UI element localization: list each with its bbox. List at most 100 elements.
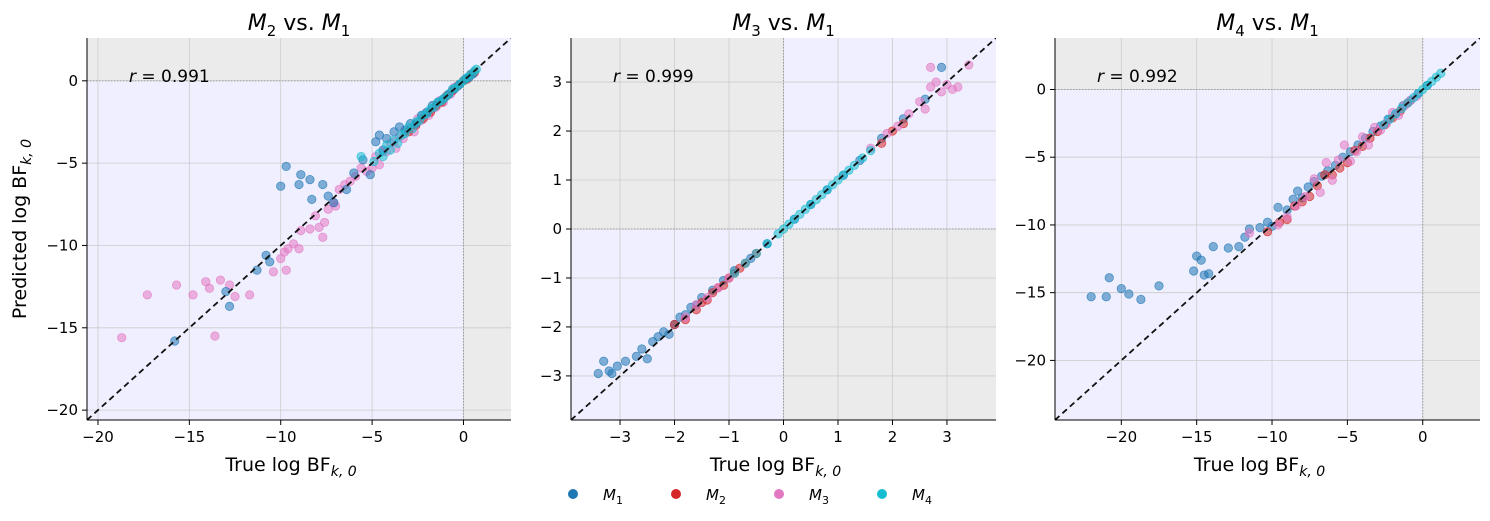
legend-item: M2 [671, 486, 726, 507]
data-point [307, 194, 317, 204]
data-point [1208, 242, 1218, 252]
x-tick-label: 0 [1418, 428, 1428, 446]
data-point [319, 217, 330, 228]
y-axis-label: Predicted log BFk, 0 [9, 139, 35, 319]
data-point [329, 198, 339, 208]
data-point [265, 257, 275, 267]
correlation-label: r = 0.999 [613, 67, 694, 87]
data-point [310, 211, 321, 221]
y-tick-label: −20 [46, 401, 78, 419]
x-axis-label: True log BFk, 0 [1193, 454, 1325, 480]
data-point [204, 283, 215, 293]
data-point [1189, 266, 1199, 276]
data-point [920, 104, 930, 114]
data-point [349, 168, 359, 178]
correlation-label: r = 0.992 [1097, 67, 1178, 87]
y-tick-label: −15 [46, 319, 78, 337]
data-point [953, 82, 963, 92]
data-point [281, 265, 291, 275]
data-point [1104, 273, 1114, 283]
data-point [1300, 191, 1310, 202]
data-point [323, 191, 333, 201]
data-point [1204, 269, 1214, 279]
y-tick-label: −20 [1014, 351, 1046, 369]
data-point [691, 300, 701, 310]
data-point [171, 280, 182, 290]
panel-3: −20 −15 −10 −5 0 −20 −15 −10 −5 0 r = 0.992 M4 vs. … [1014, 11, 1480, 480]
x-tick-label: 0 [459, 428, 469, 446]
data-point [1345, 156, 1355, 166]
x-tick-label: −15 [1181, 428, 1213, 446]
x-tick-label: −1 [718, 428, 740, 446]
x-tick-label: −10 [1256, 428, 1288, 446]
data-point [296, 170, 306, 180]
identity-line [571, 38, 996, 420]
data-point [365, 170, 375, 180]
data-point [1291, 201, 1301, 211]
data-point [1136, 294, 1146, 305]
data-point [1223, 243, 1233, 253]
data-point [215, 275, 226, 285]
data-point [669, 319, 680, 330]
y-tick-label: −3 [540, 367, 562, 385]
x-tick-label: −20 [1105, 428, 1137, 446]
data-point [318, 232, 328, 242]
data-point [904, 109, 914, 119]
data-point [1327, 175, 1337, 185]
data-point [1086, 292, 1096, 302]
y-tick-label: −5 [1024, 148, 1046, 166]
region-disagree [571, 38, 784, 229]
data-point [268, 267, 279, 277]
legend-item: M3 [774, 486, 829, 507]
x-tick-label: −5 [1336, 428, 1358, 446]
data-point [612, 361, 622, 371]
data-point [620, 356, 631, 366]
legend-item: M1 [568, 486, 623, 507]
data-point [245, 290, 255, 300]
data-point [1273, 220, 1283, 230]
legend-marker [774, 489, 784, 499]
legend-marker [568, 489, 578, 499]
data-point [1116, 284, 1126, 294]
y-tick-label: −15 [1014, 284, 1046, 302]
y-tick-label: 3 [552, 73, 562, 91]
legend-marker [671, 489, 681, 499]
data-point [882, 128, 892, 139]
data-point [117, 333, 127, 343]
data-point [210, 331, 220, 341]
data-point [593, 368, 603, 379]
data-point [599, 356, 609, 366]
data-point [356, 151, 366, 162]
data-point [936, 62, 947, 72]
y-tick-label: 2 [552, 122, 562, 140]
x-tick-label: 2 [888, 428, 898, 446]
y-tick-label: −1 [540, 269, 562, 287]
data-point [1309, 174, 1319, 184]
y-tick-label: 0 [68, 72, 78, 90]
data-point [1101, 292, 1111, 302]
correlation-label: r = 0.991 [129, 67, 210, 87]
data-point [876, 138, 887, 148]
data-point [276, 181, 286, 191]
region-disagree [1422, 89, 1480, 420]
y-tick-label: 0 [1036, 80, 1046, 98]
panel-title: M2 vs. M1 [248, 11, 351, 40]
x-tick-label: −3 [609, 428, 631, 446]
data-point [1196, 255, 1206, 265]
data-point [1333, 155, 1343, 165]
data-point [1255, 223, 1265, 233]
x-tick-label: −2 [663, 428, 685, 446]
data-point [1303, 182, 1313, 192]
legend-marker [877, 489, 887, 499]
y-tick-label: −2 [540, 318, 562, 336]
data-point [1339, 140, 1349, 150]
data-point [964, 60, 974, 70]
y-tick-label: 0 [552, 220, 562, 238]
region-disagree [1055, 38, 1423, 90]
y-tick-label: 1 [552, 171, 562, 189]
panel-title: M3 vs. M1 [732, 11, 835, 40]
x-tick-label: 0 [779, 428, 789, 446]
panel-2: −3 −2 −1 0 1 2 3 −3 −2 −1 0 1 2 3 r = 0.999 M3 vs. M1 Tr… [540, 11, 996, 480]
data-point [926, 62, 936, 72]
data-point [1321, 158, 1331, 168]
